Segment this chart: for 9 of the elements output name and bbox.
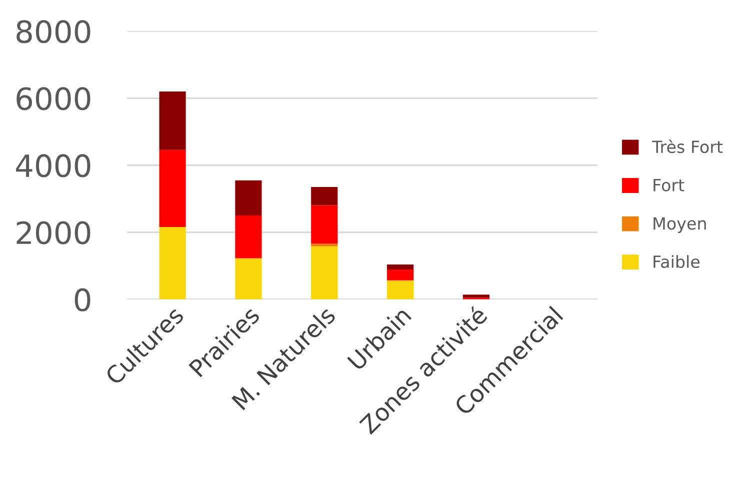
y-tick-label: 0 xyxy=(74,288,90,312)
y-tick-label: 8000 xyxy=(16,20,90,44)
legend-label: Faible xyxy=(654,255,700,268)
y-tick-label: 2000 xyxy=(16,221,90,244)
legend-label: Très Fort xyxy=(652,140,723,154)
y-tick-label: 4000 xyxy=(16,154,90,178)
y-tick-label: 6000 xyxy=(16,87,90,110)
legend-label: Fort xyxy=(654,179,684,192)
legend-label: Moyen xyxy=(654,217,706,233)
